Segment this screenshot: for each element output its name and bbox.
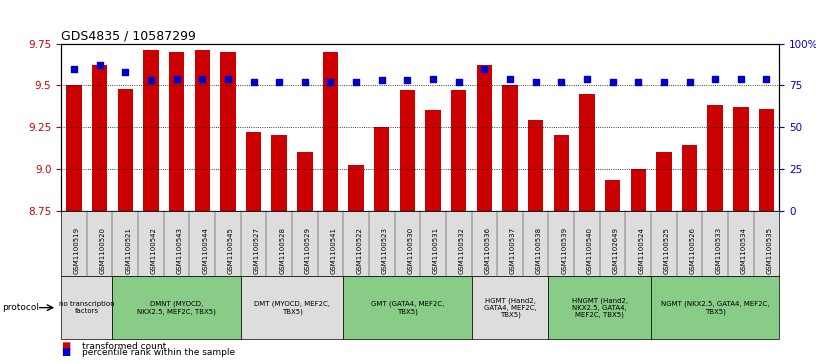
Point <box>221 76 234 82</box>
Text: GSM1100523: GSM1100523 <box>382 227 388 274</box>
Point <box>503 76 517 82</box>
Text: GSM1100526: GSM1100526 <box>690 227 695 274</box>
Bar <box>118 89 133 211</box>
Point <box>273 79 286 85</box>
Point <box>478 66 491 72</box>
Bar <box>272 135 287 211</box>
Text: GSM1100532: GSM1100532 <box>459 227 464 274</box>
Text: GSM1100542: GSM1100542 <box>151 227 157 274</box>
Bar <box>297 152 313 211</box>
Text: GSM1100540: GSM1100540 <box>587 227 593 274</box>
Bar <box>144 50 158 211</box>
Bar <box>400 90 415 211</box>
Text: ■: ■ <box>61 341 70 351</box>
Bar <box>656 152 672 211</box>
Text: GSM1100521: GSM1100521 <box>126 227 131 274</box>
Bar <box>553 135 569 211</box>
Text: GSM1100524: GSM1100524 <box>638 227 644 274</box>
Bar <box>579 94 595 211</box>
Text: GSM1100536: GSM1100536 <box>485 227 490 274</box>
Text: GSM1100528: GSM1100528 <box>279 227 285 274</box>
Bar <box>707 105 723 211</box>
Point <box>529 79 542 85</box>
Text: GSM1100530: GSM1100530 <box>407 227 414 274</box>
Text: DMT (MYOCD, MEF2C,
TBX5): DMT (MYOCD, MEF2C, TBX5) <box>254 301 330 315</box>
Point <box>68 66 81 72</box>
Bar <box>759 109 774 211</box>
Bar <box>374 127 389 211</box>
Bar <box>451 90 467 211</box>
Text: transformed count: transformed count <box>82 342 166 351</box>
Point <box>349 79 362 85</box>
Bar <box>682 146 697 211</box>
Point <box>452 79 465 85</box>
Point <box>299 79 312 85</box>
Bar <box>733 107 748 211</box>
Text: GSM1100522: GSM1100522 <box>356 227 362 274</box>
Text: GSM1100535: GSM1100535 <box>766 227 773 274</box>
Point <box>170 76 183 82</box>
Point <box>580 76 593 82</box>
Bar <box>169 52 184 211</box>
Point <box>708 76 721 82</box>
Point <box>119 69 132 75</box>
Point <box>606 79 619 85</box>
Text: GSM1100519: GSM1100519 <box>74 227 80 274</box>
Text: ■: ■ <box>61 347 70 357</box>
Point <box>375 77 388 83</box>
Point <box>324 79 337 85</box>
Point <box>196 76 209 82</box>
Text: no transcription
factors: no transcription factors <box>59 301 115 314</box>
Text: GSM1100545: GSM1100545 <box>228 227 234 274</box>
Bar <box>92 65 108 211</box>
Bar <box>477 65 492 211</box>
Bar <box>220 52 236 211</box>
Text: GSM1100533: GSM1100533 <box>715 227 721 274</box>
Point <box>93 62 106 68</box>
Text: GSM1100539: GSM1100539 <box>561 227 567 274</box>
Text: NGMT (NKX2.5, GATA4, MEF2C,
TBX5): NGMT (NKX2.5, GATA4, MEF2C, TBX5) <box>661 301 769 315</box>
Text: percentile rank within the sample: percentile rank within the sample <box>82 348 235 357</box>
Point <box>555 79 568 85</box>
Text: GSM1100543: GSM1100543 <box>176 227 183 274</box>
Bar <box>503 85 517 211</box>
Point <box>658 79 671 85</box>
Text: GSM1100529: GSM1100529 <box>305 227 311 274</box>
Text: GSM1100531: GSM1100531 <box>433 227 439 274</box>
Bar <box>246 132 261 211</box>
Text: GSM1100541: GSM1100541 <box>330 227 336 274</box>
Point <box>632 79 645 85</box>
Text: GSM1100537: GSM1100537 <box>510 227 516 274</box>
Text: GSM1100527: GSM1100527 <box>254 227 259 274</box>
Text: GSM1100525: GSM1100525 <box>664 227 670 274</box>
Bar <box>425 110 441 211</box>
Text: protocol: protocol <box>2 303 38 312</box>
Point <box>144 77 157 83</box>
Bar <box>66 85 82 211</box>
Text: DMNT (MYOCD,
NKX2.5, MEF2C, TBX5): DMNT (MYOCD, NKX2.5, MEF2C, TBX5) <box>137 301 216 315</box>
Text: HGMT (Hand2,
GATA4, MEF2C,
TBX5): HGMT (Hand2, GATA4, MEF2C, TBX5) <box>484 297 536 318</box>
Bar <box>194 50 210 211</box>
Point <box>401 77 414 83</box>
Text: GSM1100520: GSM1100520 <box>100 227 105 274</box>
Text: GSM1100538: GSM1100538 <box>535 227 542 274</box>
Bar <box>605 180 620 211</box>
Point <box>734 76 747 82</box>
Point <box>760 76 773 82</box>
Bar <box>323 52 338 211</box>
Text: GSM1100534: GSM1100534 <box>741 227 747 274</box>
Text: GSM1100544: GSM1100544 <box>202 227 208 274</box>
Point <box>247 79 260 85</box>
Bar <box>528 121 543 211</box>
Text: HNGMT (Hand2,
NKX2.5, GATA4,
MEF2C, TBX5): HNGMT (Hand2, NKX2.5, GATA4, MEF2C, TBX5… <box>572 297 628 318</box>
Text: GMT (GATA4, MEF2C,
TBX5): GMT (GATA4, MEF2C, TBX5) <box>370 301 444 315</box>
Bar <box>631 169 646 211</box>
Point <box>683 79 696 85</box>
Text: GSM1102649: GSM1102649 <box>613 227 619 274</box>
Point <box>427 76 440 82</box>
Text: GDS4835 / 10587299: GDS4835 / 10587299 <box>61 29 196 42</box>
Bar <box>348 166 364 211</box>
